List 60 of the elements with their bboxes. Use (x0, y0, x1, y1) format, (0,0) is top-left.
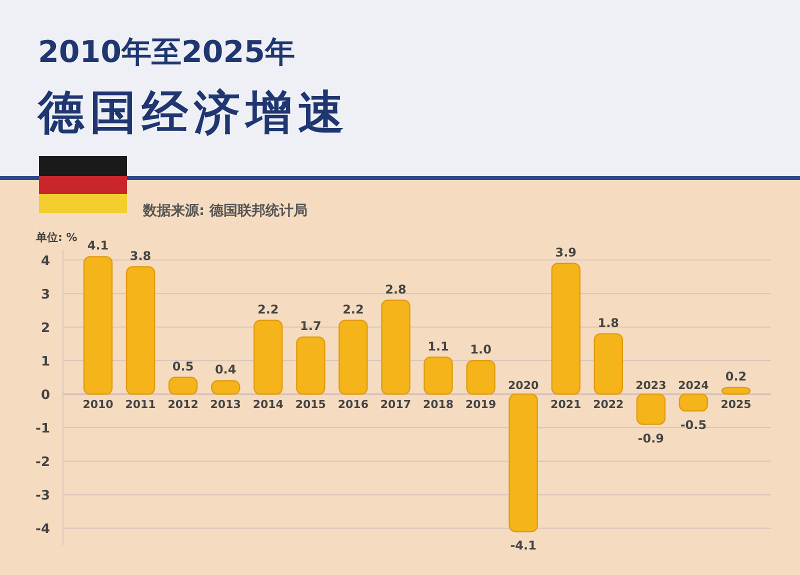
bar (678, 394, 708, 412)
x-tick-label: 2011 (125, 398, 156, 412)
x-tick-label: 2023 (636, 379, 666, 392)
data-label: 3.8 (130, 248, 152, 263)
data-label: 4.1 (87, 238, 109, 253)
data-label: 2.2 (342, 302, 364, 316)
x-tick-label: 2015 (295, 398, 326, 412)
bar (168, 376, 198, 395)
bar (126, 266, 156, 395)
data-label: -0.9 (638, 431, 664, 446)
x-tick-label: 2012 (168, 398, 198, 412)
y-tick-label: -1 (36, 422, 50, 437)
bar (254, 320, 283, 395)
y-tick-label: -2 (36, 455, 50, 470)
bar (296, 336, 326, 395)
y-tick-label: 3 (40, 288, 50, 303)
x-tick-label: 2013 (210, 398, 241, 412)
y-axis-title: 单位: % (35, 231, 78, 244)
source-note: 数据来源: 德国联邦统计局 (142, 202, 308, 219)
data-label: 2.8 (385, 282, 406, 296)
x-tick-label: 2017 (380, 398, 412, 412)
x-tick-label: 2021 (550, 398, 582, 412)
data-label: 0.5 (172, 359, 194, 374)
data-label: 1.1 (428, 339, 449, 354)
bar (636, 394, 666, 425)
x-tick-label: 2020 (508, 379, 539, 392)
x-tick-label: 2010 (82, 398, 114, 412)
bar (211, 380, 240, 395)
data-label: 1.8 (598, 316, 620, 330)
data-label: 1.7 (300, 319, 322, 334)
x-tick-label: 2024 (678, 379, 710, 392)
x-tick-label: 2022 (593, 398, 624, 412)
chart-subtitle: 德国经济增速 (36, 85, 350, 139)
x-tick-label: 2019 (465, 398, 496, 412)
y-tick-label: -4 (36, 522, 50, 538)
bar (508, 394, 538, 532)
bar (424, 356, 453, 395)
data-label: 3.9 (555, 245, 576, 260)
y-tick-label: 0 (40, 388, 50, 404)
y-tick-label: -3 (36, 488, 50, 504)
data-label: -0.5 (680, 418, 707, 432)
x-tick-label: 2025 (720, 398, 752, 412)
y-tick-label: 4 (40, 254, 50, 270)
x-tick-label: 2016 (338, 398, 369, 412)
bar (83, 256, 113, 395)
bar (466, 360, 496, 395)
data-label: -4.1 (510, 538, 536, 553)
y-tick-label: 2 (40, 321, 50, 336)
data-label: 0.4 (214, 362, 236, 377)
data-label: 2.2 (258, 302, 279, 316)
bar (551, 262, 580, 395)
y-tick-label: 1 (40, 354, 50, 370)
x-tick-label: 2018 (422, 398, 454, 412)
data-label: 0.2 (725, 369, 747, 384)
bar (594, 333, 623, 395)
bar (381, 300, 410, 395)
data-label: 1.0 (470, 342, 492, 357)
chart-title: 2010年至2025年 (38, 35, 295, 70)
bar (338, 320, 368, 395)
x-tick-label: 2014 (252, 398, 284, 412)
